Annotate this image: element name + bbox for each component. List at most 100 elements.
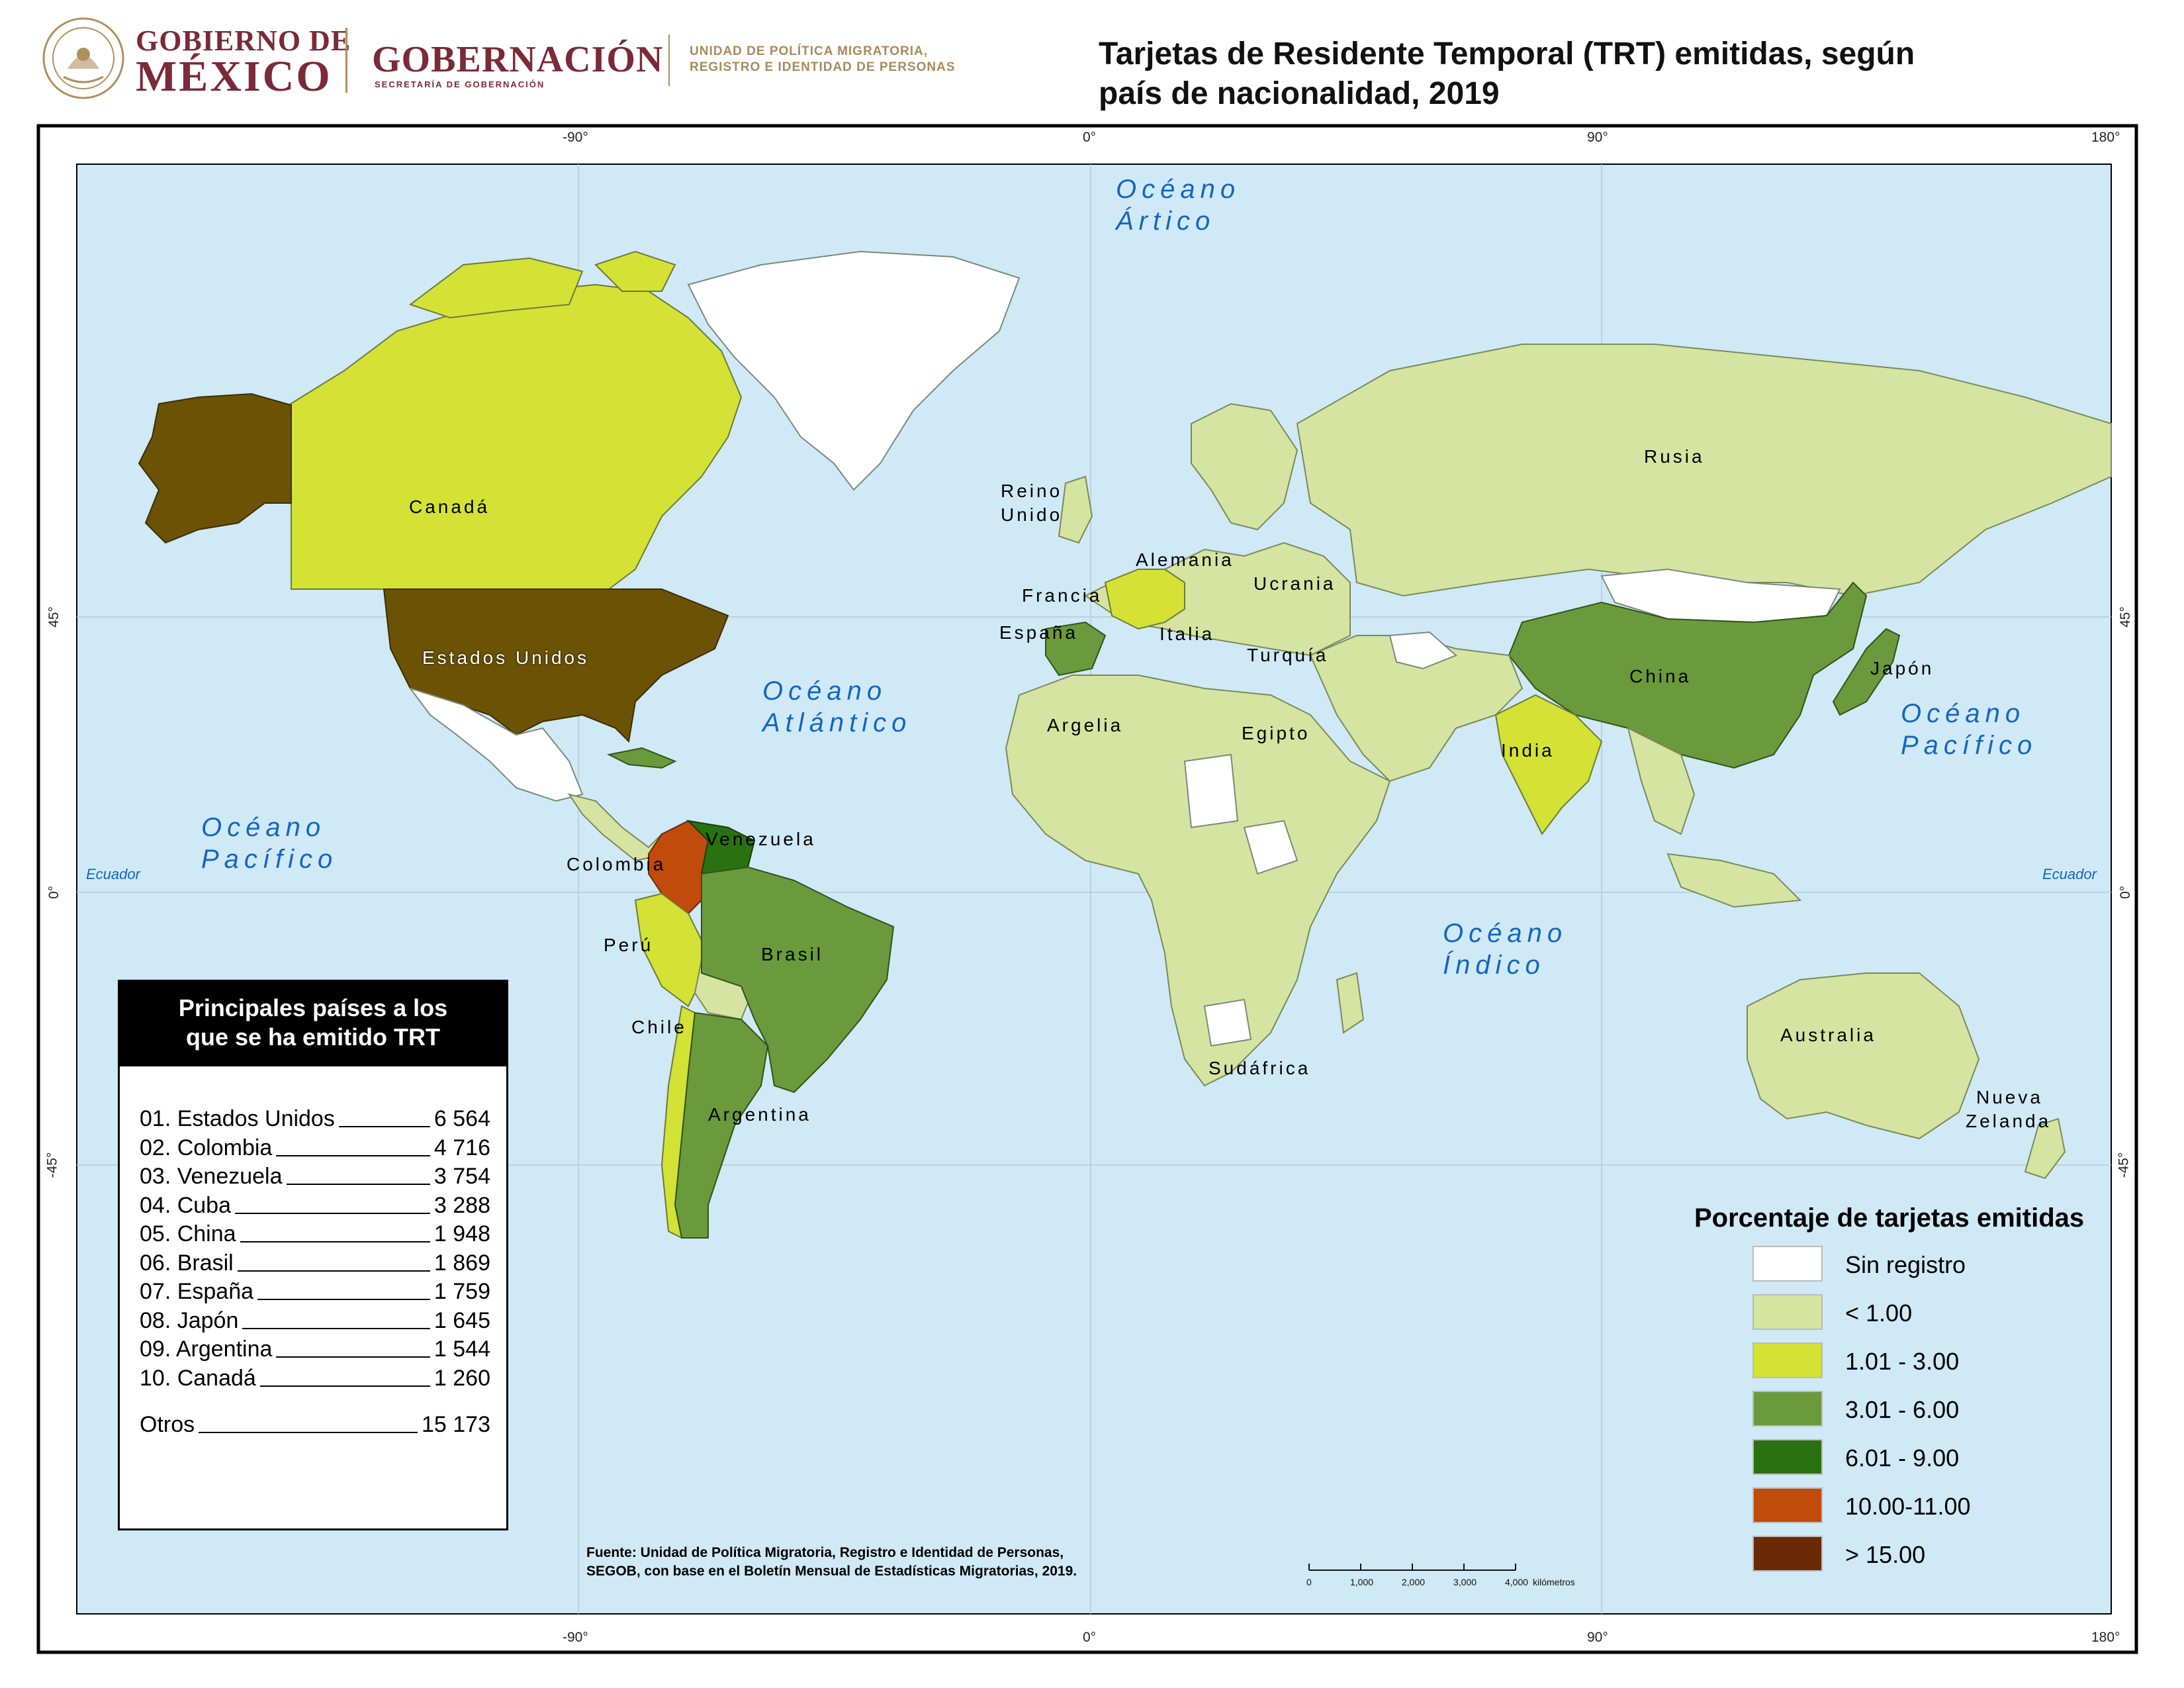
scale-tick-2: 2,000 (1402, 1577, 1426, 1587)
label-ucrania: Ucrania (1253, 573, 1336, 594)
gobierno-de-label: GOBIERNO DE (136, 24, 351, 57)
legend-item: > 15.00 (1752, 1536, 2097, 1574)
region-russia (1296, 344, 2112, 597)
ocean-indian-line-1: Océano (1443, 919, 1568, 948)
panel-row-leader (140, 1154, 490, 1156)
panel-row-name: 07. España (140, 1279, 258, 1305)
ocean-pacific-east-label: Océano Pacífico (1901, 698, 2037, 761)
panel-row-value: 1 260 (430, 1365, 490, 1391)
tick-bottom-lon-2: 0° (1083, 1630, 1097, 1645)
panel-title-line-1: Principales países a los (178, 994, 448, 1021)
legend-title: Porcentaje de tarjetas emitidas (1694, 1203, 2085, 1233)
panel-row-name: 08. Japón (140, 1307, 243, 1334)
region-greenland (687, 250, 1021, 491)
panel-row-name: 06. Brasil (140, 1250, 238, 1276)
label-china: China (1629, 666, 1692, 686)
legend-item: 10.00-11.00 (1752, 1487, 2097, 1526)
panel-row: 10. Canadá 1 260 (140, 1365, 490, 1392)
unidad-line-2: REGISTRO E IDENTIDAD DE PERSONAS (690, 60, 956, 74)
panel-row-name: 03. Venezuela (140, 1164, 287, 1190)
label-italia: Italia (1160, 624, 1215, 644)
tick-bottom-lon-3: 90° (1587, 1630, 1608, 1645)
region-africa-sin-registro-1 (1183, 753, 1239, 829)
panel-row: 07. España 1 759 (140, 1279, 490, 1305)
region-india (1494, 694, 1603, 835)
label-venezuela: Venezuela (705, 829, 816, 849)
mexico-coat-of-arms-icon (42, 17, 124, 99)
panel-row: 05. China 1 948 (140, 1221, 490, 1248)
region-southeast-asia (1627, 727, 1802, 908)
legend-item: 1.01 - 3.00 (1752, 1342, 2097, 1381)
tick-top-lon-1: -90° (563, 130, 588, 145)
label-egipto: Egipto (1242, 723, 1310, 743)
panel-row-leader (140, 1432, 490, 1433)
panel-row-name: 05. China (140, 1221, 240, 1247)
label-brasil: Brasil (761, 944, 824, 964)
top-countries-panel: Principales países a los que se ha emiti… (118, 980, 508, 1530)
panel-row-value: 3 288 (430, 1192, 490, 1219)
ocean-pacific-east-line-2: Pacífico (1901, 731, 2038, 760)
panel-row-otros: Otros 15 173 (140, 1412, 490, 1438)
legend-swatch (1752, 1487, 1823, 1523)
region-spain (1045, 621, 1107, 677)
legend-swatch (1752, 1536, 1823, 1571)
legend-item: 3.01 - 6.00 (1752, 1391, 2097, 1429)
region-argentina (674, 1011, 769, 1239)
region-new-zealand (2024, 1117, 2066, 1180)
tick-left-lat-1: 45° (46, 606, 62, 628)
header: GOBIERNO DE MÉXICO GOBERNACIÓN SECRETARÍ… (0, 0, 2184, 122)
panel-row: 01. Estados Unidos 6 564 (140, 1106, 490, 1133)
secretaria-label: SECRETARÍA DE GOBERNACIÓN (375, 79, 545, 89)
region-central-asia-white (1388, 631, 1457, 670)
legend-label: 10.00-11.00 (1845, 1493, 1971, 1520)
panel-row: 06. Brasil 1 869 (140, 1250, 490, 1277)
region-alaska (138, 393, 292, 544)
ocean-pacific-west-line-2: Pacífico (201, 845, 338, 874)
legend-label: 3.01 - 6.00 (1845, 1396, 1960, 1423)
panel-title-line-2: que se ha emitido TRT (185, 1023, 441, 1051)
region-cuba (606, 747, 677, 769)
source-line-2: SEGOB, con base en el Boletín Mensual de… (586, 1564, 1077, 1579)
panel-row-value: 1 544 (430, 1336, 490, 1362)
legend-label: Sin registro (1845, 1251, 1966, 1278)
panel-row-value: 1 759 (430, 1279, 490, 1305)
panel-row-value: 6 564 (430, 1106, 490, 1132)
label-reino-unido-1: Reino (1001, 481, 1063, 501)
gobernacion-label: GOBERNACIÓN (372, 39, 664, 80)
ocean-pacific-east-line-1: Océano (1901, 699, 2026, 728)
legend-item: < 1.00 (1752, 1294, 2097, 1333)
scale-tick-1: 1,000 (1350, 1577, 1374, 1587)
region-africa (1005, 675, 1391, 1087)
tick-top-lon-4: 180° (2091, 130, 2120, 145)
label-colombia: Colombia (567, 854, 666, 874)
label-chile: Chile (631, 1017, 687, 1037)
equator-label-left: Ecuador (86, 866, 140, 882)
region-africa-sin-registro-3 (1203, 998, 1252, 1047)
panel-row: 03. Venezuela 3 754 (140, 1164, 490, 1190)
panel-row: 04. Cuba 3 288 (140, 1192, 490, 1219)
panel-title: Principales países a los que se ha emiti… (120, 982, 506, 1066)
region-scandinavia (1191, 402, 1298, 531)
label-rusia: Rusia (1644, 446, 1705, 467)
region-europe (1084, 541, 1351, 657)
panel-row-name: 10. Canadá (140, 1365, 260, 1391)
panel-row: 08. Japón 1 645 (140, 1307, 490, 1335)
ocean-arctic-line-1: Océano (1116, 175, 1241, 204)
label-argentina: Argentina (708, 1104, 811, 1125)
panel-row-name: 02. Colombia (140, 1135, 277, 1161)
map-title-line-2: país de nacionalidad, 2019 (1099, 76, 1500, 111)
ocean-atlantic-line-2: Atlántico (762, 708, 912, 737)
ocean-atlantic-label: Océano Atlántico (762, 675, 911, 739)
label-francia: Francia (1022, 585, 1103, 606)
mexico-label: MÉXICO (136, 52, 332, 101)
scale-tick-0: 0 (1306, 1577, 1312, 1587)
label-india: India (1501, 740, 1555, 761)
label-reino-unido-2: Unido (1001, 504, 1063, 525)
region-australia (1747, 972, 1980, 1140)
label-turquia: Turquía (1247, 645, 1329, 665)
source-line-1: Fuente: Unidad de Política Migratoria, R… (586, 1545, 1064, 1560)
unidad-label: UNIDAD DE POLÍTICA MIGRATORIA, REGISTRO … (690, 44, 956, 75)
region-china (1508, 581, 1868, 769)
label-nueva-zelanda-2: Zelanda (1966, 1111, 2052, 1131)
panel-row-name: 04. Cuba (140, 1192, 235, 1219)
